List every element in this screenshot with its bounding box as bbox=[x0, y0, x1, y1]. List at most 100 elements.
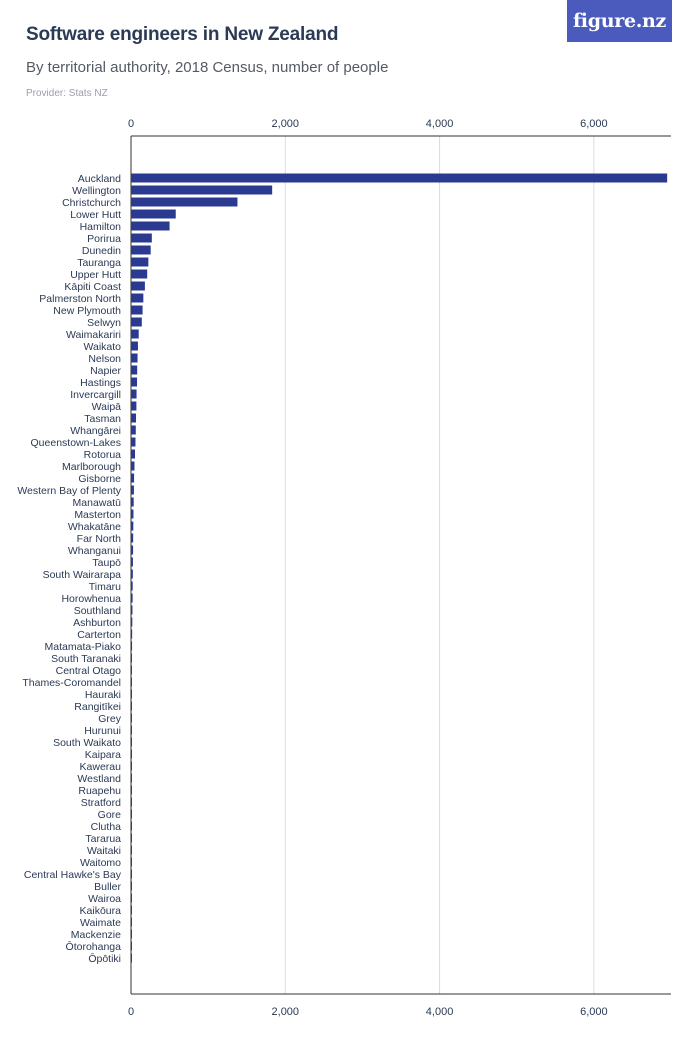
bar bbox=[131, 473, 135, 483]
category-label: Waikato bbox=[83, 341, 121, 353]
bar bbox=[131, 785, 132, 795]
bar bbox=[131, 389, 137, 399]
bar bbox=[131, 953, 132, 963]
bar bbox=[131, 221, 170, 231]
bar bbox=[131, 737, 132, 747]
category-label: Ashburton bbox=[73, 617, 121, 629]
bar bbox=[131, 797, 132, 807]
category-label: Dunedin bbox=[82, 245, 121, 257]
bar bbox=[131, 917, 132, 927]
category-label: Clutha bbox=[91, 821, 122, 833]
bar bbox=[131, 569, 133, 579]
bar bbox=[131, 557, 133, 567]
category-label: Kaipara bbox=[85, 749, 121, 761]
category-label: Hurunui bbox=[84, 725, 121, 737]
category-label: Gore bbox=[98, 809, 122, 821]
category-label: Western Bay of Plenty bbox=[17, 485, 121, 497]
category-label: Westland bbox=[77, 773, 121, 785]
category-label: Wellington bbox=[72, 185, 121, 197]
bar bbox=[131, 425, 136, 435]
chart-title: Software engineers in New Zealand bbox=[26, 24, 339, 45]
category-label: Napier bbox=[90, 365, 121, 377]
category-label: Whanganui bbox=[68, 545, 121, 557]
bar bbox=[131, 353, 138, 363]
x-tick-label-top: 2,000 bbox=[272, 118, 300, 130]
chart-subtitle: By territorial authority, 2018 Census, n… bbox=[26, 59, 389, 76]
bar bbox=[131, 857, 132, 867]
provider-label: Provider: Stats NZ bbox=[26, 88, 108, 99]
category-label: Whakatāne bbox=[68, 521, 121, 533]
bar bbox=[131, 269, 148, 279]
category-label: Waitomo bbox=[80, 857, 121, 869]
bar bbox=[131, 761, 132, 771]
bar bbox=[131, 629, 133, 639]
category-label: Tasman bbox=[84, 413, 121, 425]
category-label: Rangitīkei bbox=[74, 701, 121, 713]
category-label: Mackenzie bbox=[71, 929, 121, 941]
bar bbox=[131, 329, 139, 339]
x-tick-label-bottom: 4,000 bbox=[426, 1006, 454, 1018]
category-label: Wairoa bbox=[88, 893, 121, 905]
category-label: Stratford bbox=[81, 797, 121, 809]
bar bbox=[131, 233, 152, 243]
category-label: Gisborne bbox=[78, 473, 121, 485]
category-label: Marlborough bbox=[62, 461, 121, 473]
category-label: South Taranaki bbox=[51, 653, 121, 665]
bar bbox=[131, 413, 137, 423]
category-label: Hastings bbox=[80, 377, 121, 389]
bar bbox=[131, 869, 132, 879]
bar bbox=[131, 725, 132, 735]
category-label: Waimate bbox=[80, 917, 121, 929]
category-label: Masterton bbox=[74, 509, 121, 521]
category-label: Waipā bbox=[92, 401, 122, 413]
category-label: Carterton bbox=[77, 629, 121, 641]
category-label: Far North bbox=[77, 533, 122, 545]
category-label: Queenstown-Lakes bbox=[31, 437, 121, 449]
category-label: Taupō bbox=[92, 557, 121, 569]
category-label: Central Hawke's Bay bbox=[24, 869, 122, 881]
category-label: Horowhenua bbox=[61, 593, 121, 605]
bar bbox=[131, 545, 134, 555]
bar bbox=[131, 929, 132, 939]
category-label: Kawerau bbox=[80, 761, 122, 773]
x-tick-label-bottom: 0 bbox=[128, 1006, 134, 1018]
category-label: Ōtorohanga bbox=[66, 941, 122, 953]
bar bbox=[131, 821, 132, 831]
category-label: Thames-Coromandel bbox=[22, 677, 121, 689]
category-label: Kāpiti Coast bbox=[64, 281, 121, 293]
category-label: Waitaki bbox=[87, 845, 121, 857]
category-label: Waimakariri bbox=[66, 329, 121, 341]
category-label: Central Otago bbox=[56, 665, 122, 677]
bar bbox=[131, 485, 134, 495]
category-label: Ōpōtiki bbox=[88, 953, 121, 965]
bar bbox=[131, 437, 136, 447]
category-label: Christchurch bbox=[62, 197, 121, 209]
category-label: Selwyn bbox=[87, 317, 121, 329]
category-label: Upper Hutt bbox=[70, 269, 121, 281]
category-label: South Wairarapa bbox=[43, 569, 122, 581]
bar bbox=[131, 317, 142, 327]
bar bbox=[131, 677, 132, 687]
x-tick-label-top: 6,000 bbox=[580, 118, 608, 130]
x-tick-label-bottom: 6,000 bbox=[580, 1006, 608, 1018]
figure-nz-logo[interactable]: figure.nz bbox=[567, 0, 672, 42]
bar bbox=[131, 581, 133, 591]
bar bbox=[131, 641, 133, 651]
bar bbox=[131, 617, 133, 627]
category-label: Kaikōura bbox=[80, 905, 122, 917]
category-label: Auckland bbox=[78, 173, 121, 185]
bar bbox=[131, 905, 132, 915]
bar bbox=[131, 833, 132, 843]
bar bbox=[131, 605, 133, 615]
bar bbox=[131, 497, 134, 507]
category-label: Palmerston North bbox=[39, 293, 121, 305]
bar bbox=[131, 845, 132, 855]
bar bbox=[131, 341, 138, 351]
category-label: South Waikato bbox=[53, 737, 121, 749]
bar bbox=[131, 365, 138, 375]
bar bbox=[131, 689, 132, 699]
category-label: Whangārei bbox=[70, 425, 121, 437]
bar bbox=[131, 941, 132, 951]
category-label: Buller bbox=[94, 881, 121, 893]
